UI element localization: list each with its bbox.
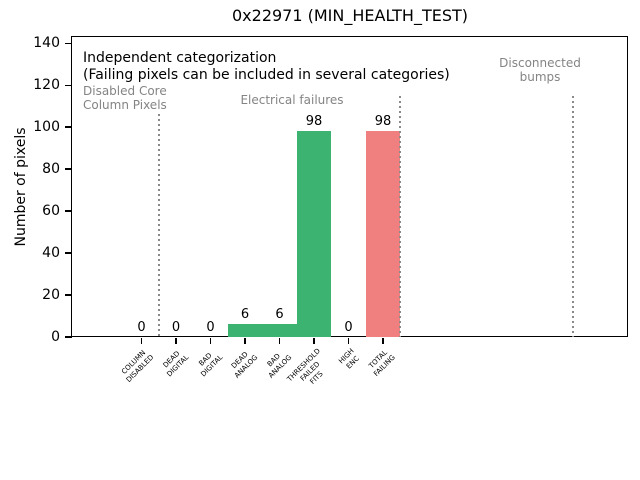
x-tick-mark — [209, 338, 212, 344]
bar-value-label: 6 — [275, 307, 284, 323]
plot-area — [71, 36, 628, 337]
chart-title: 0x22971 (MIN_HEALTH_TEST) — [231, 6, 469, 25]
x-tick-mark — [313, 338, 315, 344]
section-divider — [157, 114, 160, 337]
bar-value-label: 0 — [171, 320, 181, 335]
x-tick-mark — [347, 338, 350, 344]
bar-value-label: 0 — [137, 320, 146, 335]
section-divider — [399, 96, 402, 337]
y-tick-mark — [65, 42, 72, 45]
x-tick-label-text: DEAD DIGITAL — [161, 349, 190, 379]
y-tick-mark — [65, 126, 72, 128]
x-tick-mark — [278, 338, 281, 344]
y-tick-label: 0 — [51, 329, 60, 345]
y-tick-label: 140 — [33, 35, 60, 52]
bar — [262, 324, 297, 337]
bar-value-label: 98 — [305, 114, 323, 130]
y-tick-mark — [65, 84, 72, 86]
section-label-electrical-failures: Electrical failures — [240, 93, 344, 107]
x-tick-mark — [175, 338, 177, 344]
y-tick-label: 100 — [33, 119, 60, 136]
x-tick-mark — [382, 338, 384, 344]
y-axis-label: Number of pixels — [13, 127, 29, 247]
y-tick-mark — [65, 168, 72, 170]
x-tick-mark — [244, 338, 246, 344]
x-tick-label-text: BAD DIGITAL — [197, 351, 225, 379]
y-tick-mark — [65, 336, 72, 338]
bar — [365, 131, 401, 337]
bar-value-label: 98 — [374, 114, 392, 130]
y-tick-label: 60 — [42, 203, 60, 220]
y-tick-label: 40 — [42, 245, 60, 262]
x-tick-label-text: HIGH ENC — [337, 347, 362, 371]
y-tick-label: 120 — [33, 77, 60, 94]
y-tick-mark — [65, 252, 72, 254]
section-divider — [571, 96, 574, 337]
x-tick-label-text: DEAD ANALOG — [229, 350, 259, 380]
y-tick-mark — [65, 294, 72, 296]
bar-value-label: 0 — [344, 320, 353, 335]
bar — [296, 131, 332, 337]
x-tick-label-text: COLUMN DISABLED — [120, 348, 156, 384]
bar — [227, 324, 263, 337]
y-tick-mark — [65, 210, 72, 212]
x-tick-mark — [140, 338, 143, 344]
x-tick-label-text: TOTAL FAILING — [367, 348, 397, 378]
bar-value-label: 0 — [206, 320, 215, 335]
x-tick-label-text: THRESHOLD FAILED FITS — [285, 347, 324, 386]
section-label-disabled-core-column-pixels: Disabled Core Column Pixels — [83, 84, 167, 112]
annotation-independent-categorization: Independent categorization — [83, 50, 277, 66]
y-tick-label: 20 — [42, 287, 60, 304]
annotation-failing-pixels-note: (Failing pixels can be included in sever… — [83, 67, 450, 83]
bar-value-label: 6 — [240, 307, 250, 323]
section-label-disconnected-bumps: Disconnected bumps — [499, 56, 581, 84]
y-tick-label: 80 — [42, 161, 60, 178]
